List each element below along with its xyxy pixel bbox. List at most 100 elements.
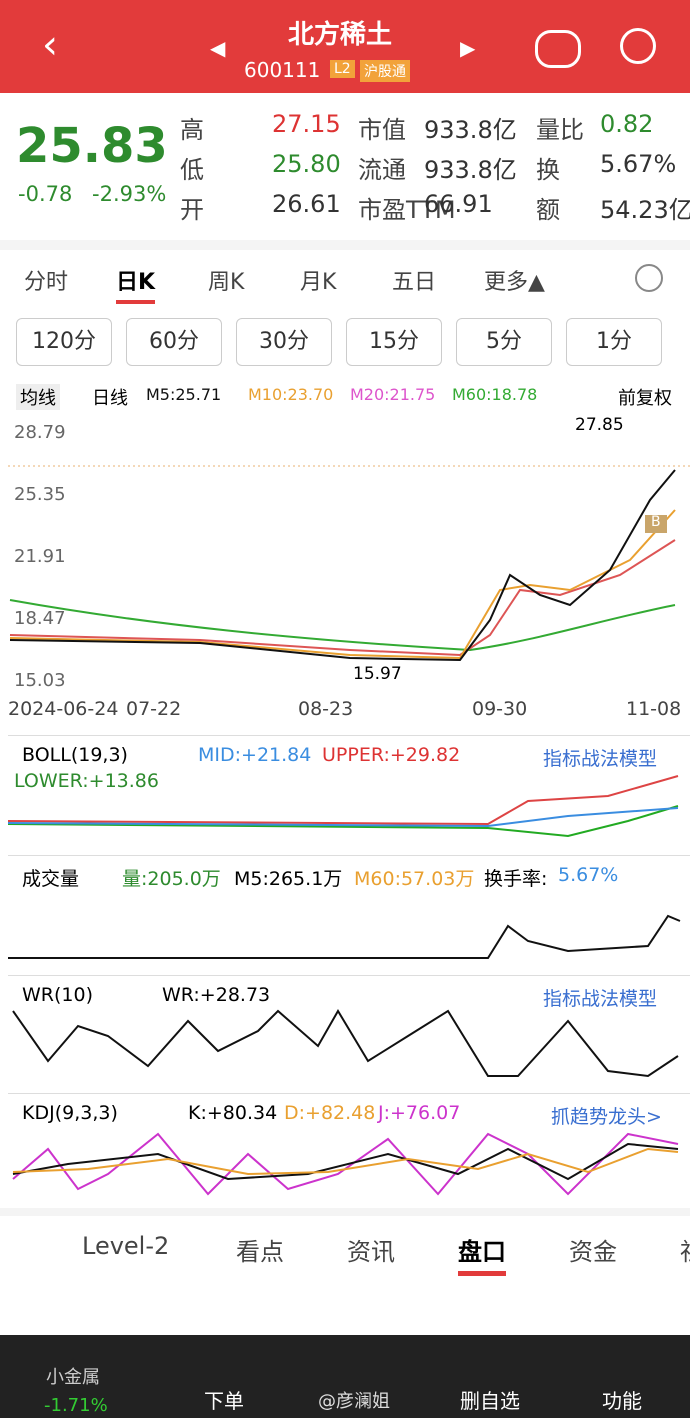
stat-key: 流通 bbox=[358, 156, 406, 184]
boll-name[interactable]: BOLL(19,3) bbox=[22, 744, 128, 766]
price: 25.83 bbox=[16, 118, 168, 174]
divider bbox=[0, 1208, 690, 1216]
turnover-label: 换手率: bbox=[484, 868, 548, 890]
period[interactable]: 5分 bbox=[456, 318, 552, 366]
boll-lower: LOWER:+13.86 bbox=[14, 770, 159, 792]
tab[interactable]: 五日 bbox=[392, 270, 437, 295]
bottom-tab[interactable]: 看点 bbox=[236, 1238, 284, 1266]
boll-link[interactable]: 指标战法模型 bbox=[543, 748, 658, 770]
stat-key: 开 bbox=[180, 196, 204, 224]
wr-link[interactable]: 指标战法模型 bbox=[543, 988, 658, 1010]
ma60 bbox=[9, 599, 676, 652]
sector[interactable]: 小金属 bbox=[46, 1367, 100, 1388]
low-mark: 15.97 bbox=[353, 664, 402, 684]
period[interactable]: 60分 bbox=[126, 318, 222, 366]
ma-item: M5:25.71 bbox=[146, 385, 222, 404]
kdj-d: D:+82.48 bbox=[284, 1102, 376, 1124]
kdj-name[interactable]: KDJ(9,3,3) bbox=[22, 1102, 118, 1124]
stat-key: 高 bbox=[180, 116, 204, 144]
vol-m60: M60:57.03万 bbox=[354, 868, 475, 890]
stat-value: 0.82 bbox=[600, 110, 654, 138]
badge: L2 bbox=[330, 60, 355, 78]
adjust[interactable]: 前复权 bbox=[618, 388, 672, 409]
kdj-k: K:+80.34 bbox=[188, 1102, 278, 1124]
bottom-tab[interactable]: 盘口 bbox=[458, 1232, 506, 1276]
buy-tag bbox=[645, 515, 667, 533]
back[interactable]: ‹ bbox=[42, 22, 58, 68]
volume-lines bbox=[8, 914, 681, 959]
vol-name[interactable]: 成交量 bbox=[22, 868, 80, 890]
wr-value: WR:+28.73 bbox=[162, 984, 271, 1006]
period[interactable]: 120分 bbox=[16, 318, 112, 366]
stat-value: 27.15 bbox=[272, 110, 341, 138]
bottom-tab[interactable]: 资讯 bbox=[347, 1238, 395, 1266]
ma-item: M60:18.78 bbox=[452, 385, 538, 404]
boll-lines bbox=[8, 775, 679, 838]
axis-label: 18.47 bbox=[14, 608, 66, 629]
turnover: 5.67% bbox=[558, 864, 619, 886]
kdj-link[interactable]: 抓趋势龙头> bbox=[551, 1106, 662, 1128]
stat-value: 26.61 bbox=[272, 190, 341, 218]
search-icon[interactable] bbox=[620, 28, 656, 64]
change-pct: -2.93% bbox=[92, 182, 167, 206]
date: 2024-06-24 bbox=[8, 698, 119, 720]
ma10 bbox=[9, 509, 676, 660]
divider bbox=[0, 240, 690, 250]
ma5 bbox=[9, 469, 676, 662]
prev[interactable]: ◀ bbox=[210, 36, 226, 60]
sector-change: -1.71% bbox=[44, 1395, 108, 1416]
watermark: @彦澜姐 bbox=[318, 1391, 390, 1412]
kdj-lines bbox=[12, 1132, 679, 1196]
axis-label: 28.79 bbox=[14, 422, 66, 443]
button[interactable]: 下单 bbox=[204, 1389, 244, 1413]
stat-value: 5.67% bbox=[600, 150, 677, 178]
ma-selector[interactable]: 均线 bbox=[16, 384, 60, 410]
volume-panel: 成交量 量:205.0万 M5:265.1万 M60:57.03万 换手率: 5… bbox=[8, 855, 690, 966]
period[interactable]: 15分 bbox=[346, 318, 442, 366]
tab[interactable]: 日K bbox=[116, 264, 156, 304]
stat-value: 54.23亿 bbox=[600, 196, 690, 224]
vol: 量:205.0万 bbox=[122, 868, 221, 890]
tab[interactable]: 月K bbox=[300, 270, 337, 295]
bottom-tab[interactable]: Level-2 bbox=[82, 1232, 170, 1260]
kdj-panel: KDJ(9,3,3) K:+80.34 D:+82.48 J:+76.07 抓趋… bbox=[8, 1093, 690, 1204]
period[interactable]: 1分 bbox=[566, 318, 662, 366]
stat-value: 933.8亿 bbox=[424, 116, 517, 144]
stat-key: 市值 bbox=[358, 116, 406, 144]
stat-key: 换 bbox=[536, 156, 560, 184]
tab[interactable]: 更多▲ bbox=[484, 270, 545, 295]
date: 07-22 bbox=[126, 698, 182, 720]
vol-m5: M5:265.1万 bbox=[234, 868, 343, 890]
high-mark: 27.85 bbox=[575, 415, 624, 435]
kline-chart bbox=[8, 465, 690, 662]
ma-item: M10:23.70 bbox=[248, 385, 334, 404]
badge: 沪股通 bbox=[360, 60, 410, 82]
button[interactable]: 删自选 bbox=[460, 1389, 520, 1413]
ma20 bbox=[9, 539, 676, 657]
stat-key: 市盈TTM bbox=[358, 196, 456, 224]
wr-name[interactable]: WR(10) bbox=[22, 984, 93, 1006]
tab[interactable]: 分时 bbox=[24, 270, 69, 295]
settings[interactable] bbox=[635, 264, 663, 292]
code: 600111 bbox=[244, 58, 321, 82]
ma-line: 日线 bbox=[92, 388, 128, 409]
ma-item: M20:21.75 bbox=[350, 385, 436, 404]
period[interactable]: 30分 bbox=[236, 318, 332, 366]
wr-panel: WR(10) WR:+28.73 指标战法模型 bbox=[8, 975, 690, 1084]
button[interactable]: 功能 bbox=[602, 1389, 642, 1413]
change: -0.78 bbox=[18, 182, 73, 206]
tab[interactable]: 周K bbox=[208, 270, 245, 295]
header: ‹ ◀ ▶ 北方稀土 600111 L2 沪股通 bbox=[0, 0, 690, 93]
bottom-tab[interactable]: 资金 bbox=[569, 1238, 617, 1266]
date: 11-08 bbox=[626, 698, 682, 720]
buy: B bbox=[651, 514, 661, 530]
stat-value: 933.8亿 bbox=[424, 156, 517, 184]
next[interactable]: ▶ bbox=[460, 36, 476, 60]
stat-value: 25.80 bbox=[272, 150, 341, 178]
boll-panel: BOLL(19,3) MID:+21.84 UPPER:+29.82 LOWER… bbox=[8, 735, 690, 846]
boll-upper: UPPER:+29.82 bbox=[322, 744, 461, 766]
kdj-j: J:+76.07 bbox=[378, 1102, 461, 1124]
bottom-tab[interactable]: 社 bbox=[680, 1232, 690, 1267]
robot-icon[interactable] bbox=[535, 30, 581, 68]
